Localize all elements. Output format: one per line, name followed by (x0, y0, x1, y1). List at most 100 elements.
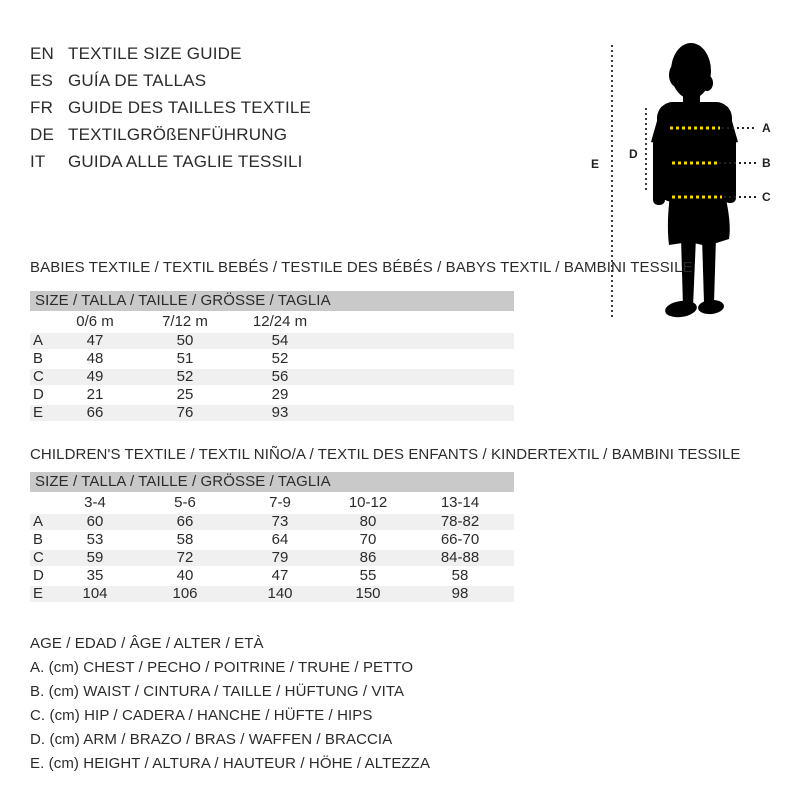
column-header: 13-14 (440, 494, 480, 511)
row-label: E (33, 404, 44, 421)
lang-title: TEXTILE SIZE GUIDE (68, 43, 242, 63)
language-title-list: EN TEXTILE SIZE GUIDE ES GUÍA DE TALLAS … (30, 40, 311, 175)
label-c: C (762, 190, 771, 204)
cell-value: 104 (82, 585, 108, 602)
column-header: 12/24 m (252, 313, 308, 330)
cell-value: 66 (176, 513, 194, 530)
babies-size-header-bar: SIZE / TALLA / TAILLE / GRÖSSE / TAGLIA (30, 291, 514, 311)
column-header: 10-12 (348, 494, 388, 511)
column-header: 7/12 m (162, 313, 208, 330)
row-label: C (33, 368, 44, 385)
cell-value: 140 (267, 585, 293, 602)
label-b: B (762, 156, 771, 170)
legend-arm: D. (cm) ARM / BRAZO / BRAS / WAFFEN / BR… (30, 731, 393, 748)
babies-column-header-row: 0/6 m 7/12 m 12/24 m (30, 313, 514, 331)
cell-value: 21 (86, 386, 104, 403)
row-label: E (33, 585, 44, 602)
legend-hip: C. (cm) HIP / CADERA / HANCHE / HÜFTE / … (30, 707, 373, 724)
table-row: E 66 76 93 (30, 405, 514, 421)
table-row: C 59 72 79 86 84-88 (30, 550, 514, 566)
table-row: B 53 58 64 70 66-70 (30, 532, 514, 548)
legend-height: E. (cm) HEIGHT / ALTURA / HAUTEUR / HÖHE… (30, 755, 431, 772)
cell-value: 58 (176, 531, 194, 548)
cell-value: 47 (271, 567, 289, 584)
cell-value: 58 (451, 567, 469, 584)
cell-value: 106 (172, 585, 198, 602)
cell-value: 80 (359, 513, 377, 530)
label-d: D (629, 147, 638, 161)
children-size-table: 3-4 5-6 7-9 10-12 13-14 A 60 66 73 80 78… (30, 494, 514, 604)
children-column-header-row: 3-4 5-6 7-9 10-12 13-14 (30, 494, 514, 512)
cell-value: 49 (86, 368, 104, 385)
cell-value: 76 (176, 404, 194, 421)
cell-value: 86 (359, 549, 377, 566)
cell-value: 72 (176, 549, 194, 566)
cell-value: 66-70 (440, 531, 480, 548)
row-label: C (33, 549, 44, 566)
cell-value: 66 (86, 404, 104, 421)
cell-value: 150 (355, 585, 381, 602)
legend-waist: B. (cm) WAIST / CINTURA / TAILLE / HÜFTU… (30, 683, 405, 700)
lang-code: EN (30, 43, 55, 63)
cell-value: 79 (271, 549, 289, 566)
label-e: E (591, 157, 599, 171)
cell-value: 52 (176, 368, 194, 385)
lang-code: DE (30, 124, 55, 144)
lang-row-fr: FR GUIDE DES TAILLES TEXTILE (30, 94, 311, 121)
babies-size-table: 0/6 m 7/12 m 12/24 m A 47 50 54 B 48 51 … (30, 313, 514, 423)
table-row: D 35 40 47 55 58 (30, 568, 514, 584)
cell-value: 59 (86, 549, 104, 566)
cell-value: 25 (176, 386, 194, 403)
table-row: E 104 106 140 150 98 (30, 586, 514, 602)
row-label: B (33, 531, 44, 548)
lang-title: GUÍA DE TALLAS (68, 70, 207, 90)
row-label: D (33, 567, 44, 584)
cell-value: 84-88 (440, 549, 480, 566)
babies-section-title: BABIES TEXTILE / TEXTIL BEBÉS / TESTILE … (30, 259, 693, 276)
cell-value: 93 (271, 404, 289, 421)
row-label: D (33, 386, 44, 403)
cell-value: 64 (271, 531, 289, 548)
lang-title: GUIDA ALLE TAGLIE TESSILI (68, 151, 303, 171)
child-silhouette-icon (651, 43, 738, 318)
row-label: A (33, 332, 44, 349)
cell-value: 78-82 (440, 513, 480, 530)
cell-value: 48 (86, 350, 104, 367)
column-header: 5-6 (174, 494, 196, 511)
lang-title: TEXTILGRÖßENFÜHRUNG (68, 124, 288, 144)
cell-value: 55 (359, 567, 377, 584)
cell-value: 70 (359, 531, 377, 548)
cell-value: 29 (271, 386, 289, 403)
column-header: 7-9 (269, 494, 291, 511)
legend-age: AGE / EDAD / ÂGE / ALTER / ETÀ (30, 635, 264, 652)
table-row: B 48 51 52 (30, 351, 514, 367)
cell-value: 60 (86, 513, 104, 530)
cell-value: 56 (271, 368, 289, 385)
lang-code: IT (30, 151, 46, 171)
legend-chest: A. (cm) CHEST / PECHO / POITRINE / TRUHE… (30, 659, 414, 676)
cell-value: 54 (271, 332, 289, 349)
column-header: 3-4 (84, 494, 106, 511)
table-row: A 60 66 73 80 78-82 (30, 514, 514, 530)
cell-value: 40 (176, 567, 194, 584)
cell-value: 53 (86, 531, 104, 548)
cell-value: 50 (176, 332, 194, 349)
lang-code: ES (30, 70, 54, 90)
lang-row-de: DE TEXTILGRÖßENFÜHRUNG (30, 121, 311, 148)
children-section-title: CHILDREN'S TEXTILE / TEXTIL NIÑO/A / TEX… (30, 446, 741, 463)
cell-value: 52 (271, 350, 289, 367)
lang-row-en: EN TEXTILE SIZE GUIDE (30, 40, 311, 67)
cell-value: 47 (86, 332, 104, 349)
cell-value: 98 (451, 585, 469, 602)
cell-value: 51 (176, 350, 194, 367)
lang-title: GUIDE DES TAILLES TEXTILE (68, 97, 312, 117)
measurement-diagram: A B C D E (591, 43, 771, 318)
table-row: A 47 50 54 (30, 333, 514, 349)
table-row: D 21 25 29 (30, 387, 514, 403)
row-label: B (33, 350, 44, 367)
lang-code: FR (30, 97, 54, 117)
lang-row-es: ES GUÍA DE TALLAS (30, 67, 311, 94)
label-a: A (762, 121, 771, 135)
measurement-legend: AGE / EDAD / ÂGE / ALTER / ETÀ A. (cm) C… (30, 632, 430, 776)
